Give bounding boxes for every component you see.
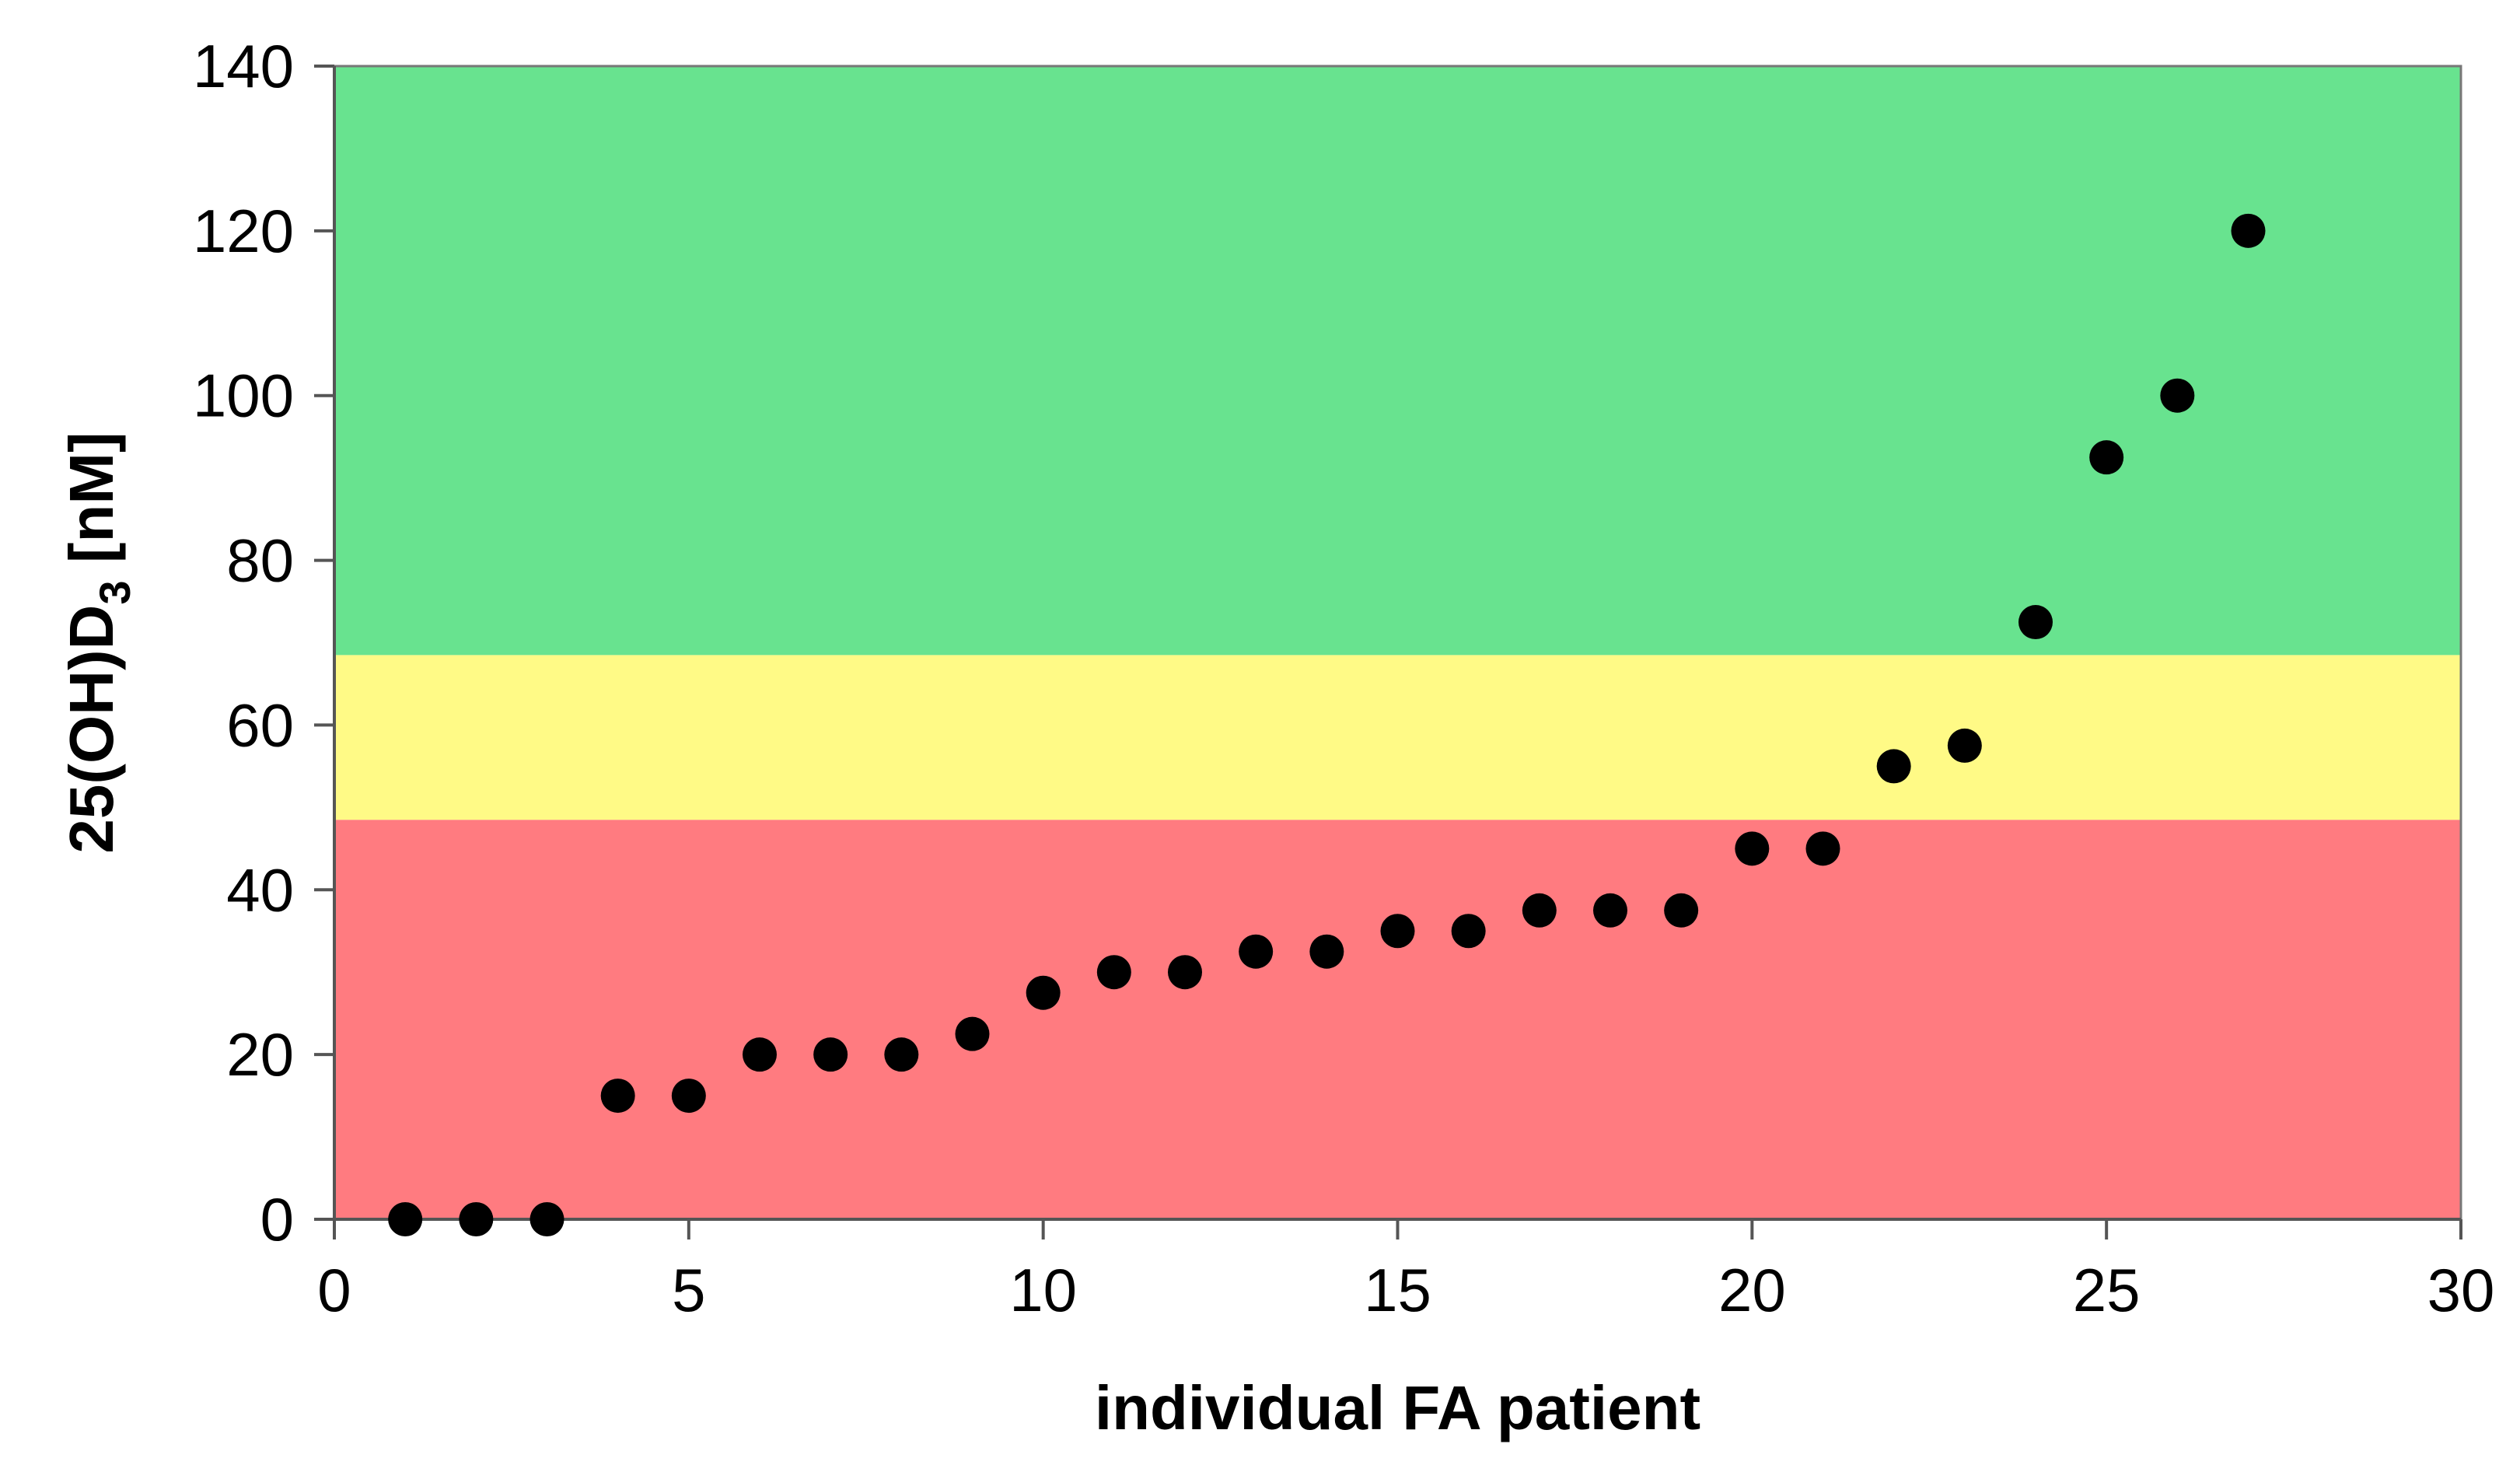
- data-point: [671, 1079, 706, 1114]
- data-point: [1026, 975, 1061, 1010]
- x-tick-label: 10: [1009, 1256, 1077, 1324]
- data-point: [955, 1016, 990, 1051]
- data-point: [1947, 728, 1982, 763]
- data-point: [1309, 934, 1344, 969]
- data-point: [1096, 955, 1131, 990]
- data-point: [2089, 440, 2124, 475]
- y-tick-label: 140: [193, 32, 294, 100]
- y-tick-label: 20: [226, 1020, 294, 1089]
- data-point: [530, 1202, 564, 1236]
- axes: 0 20 40 60 80 100 120 140 0 5 10 15 20 25 30: [193, 32, 2495, 1324]
- x-axis-title: individual FA patient: [1095, 1373, 1700, 1442]
- data-point: [1593, 893, 1627, 928]
- data-point: [2231, 213, 2266, 248]
- y-tick-label: 0: [260, 1185, 294, 1253]
- x-tick-label: 0: [317, 1256, 351, 1324]
- x-tick-label: 25: [2073, 1256, 2141, 1324]
- y-axis-title-unit: [nM]: [57, 432, 126, 580]
- data-point: [1451, 914, 1486, 949]
- data-point: [2160, 378, 2195, 413]
- band-sufficient: [334, 66, 2461, 656]
- data-point: [459, 1202, 494, 1236]
- plot-background-bands: [334, 66, 2461, 1219]
- data-point: [1239, 934, 1274, 969]
- data-point: [743, 1037, 777, 1072]
- data-point: [1876, 749, 1911, 784]
- y-tick-label: 40: [226, 855, 294, 924]
- y-axis-title-subscript: 3: [90, 580, 139, 604]
- y-tick-label: 120: [193, 197, 294, 265]
- band-insufficient: [334, 655, 2461, 820]
- band-deficient: [334, 820, 2461, 1219]
- data-point: [1168, 955, 1202, 990]
- y-axis-title: 25(OH)D3 [nM]: [57, 432, 139, 853]
- x-tick-label: 30: [2427, 1256, 2495, 1324]
- data-point: [2018, 605, 2053, 640]
- data-point: [388, 1202, 423, 1236]
- y-tick-label: 60: [226, 691, 294, 759]
- x-tick-label: 5: [672, 1256, 705, 1324]
- y-tick-label: 80: [226, 526, 294, 595]
- data-point: [1664, 893, 1699, 928]
- data-point: [813, 1037, 848, 1072]
- data-point: [1805, 831, 1840, 866]
- data-points: [388, 213, 2266, 1236]
- y-axis-title-main: 25(OH)D: [57, 605, 126, 854]
- data-point: [1380, 914, 1415, 949]
- data-point: [1735, 831, 1770, 866]
- data-point: [1522, 893, 1557, 928]
- x-tick-label: 20: [1718, 1256, 1786, 1324]
- y-tick-label: 100: [193, 362, 294, 430]
- x-tick-label: 15: [1364, 1256, 1431, 1324]
- data-point: [884, 1037, 919, 1072]
- data-point: [600, 1079, 635, 1114]
